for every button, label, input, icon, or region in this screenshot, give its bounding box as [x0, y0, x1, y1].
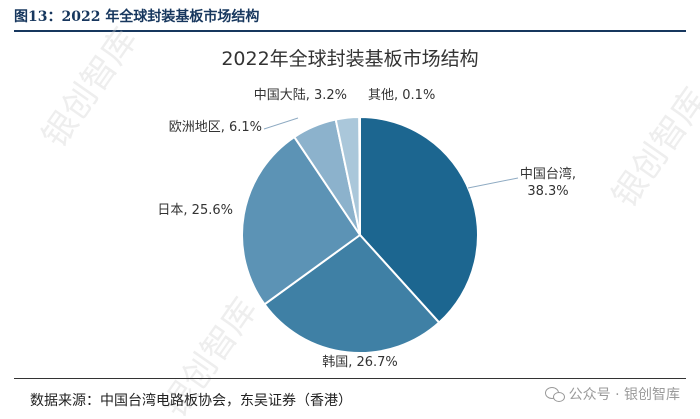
slice-label: 其他, 0.1%	[368, 88, 435, 103]
pie-slice	[358, 115, 361, 236]
slice-label: 中国大陆, 3.2%	[254, 87, 347, 103]
pie-slice	[241, 135, 362, 306]
chart-title: 2022年全球封装基板市场结构	[221, 48, 479, 70]
brand-text: 公众号 · 银创智库	[568, 387, 680, 403]
leader-line	[263, 117, 299, 130]
leader-line	[467, 177, 519, 189]
slice-label: 中国台湾, 38.3%	[520, 166, 576, 199]
figure-caption: 图13：2022 年全球封装基板市场结构	[14, 9, 260, 25]
pie-slice	[263, 233, 441, 354]
caption-divider	[14, 30, 686, 32]
wechat-icon	[544, 386, 565, 402]
slice-label: 韩国, 26.7%	[322, 355, 398, 370]
source-divider	[14, 378, 686, 379]
slice-labels: 中国台湾, 38.3% 韩国, 26.7% 日本, 25.6% 欧洲地区, 6.1% 中国…	[157, 87, 576, 370]
brand-watermark: 公众号 · 银创智库	[544, 384, 680, 404]
source-note: 数据来源：中国台湾电路板协会，东吴证券（香港）	[30, 393, 352, 409]
pie-slices	[241, 115, 479, 354]
leader-lines	[263, 117, 519, 189]
slice-label: 日本, 25.6%	[157, 203, 233, 218]
slice-label: 欧洲地区, 6.1%	[169, 120, 262, 135]
watermark-text: 银创智库	[605, 81, 700, 215]
watermark-text: 银创智库	[35, 21, 146, 155]
pie-slice	[359, 115, 479, 324]
